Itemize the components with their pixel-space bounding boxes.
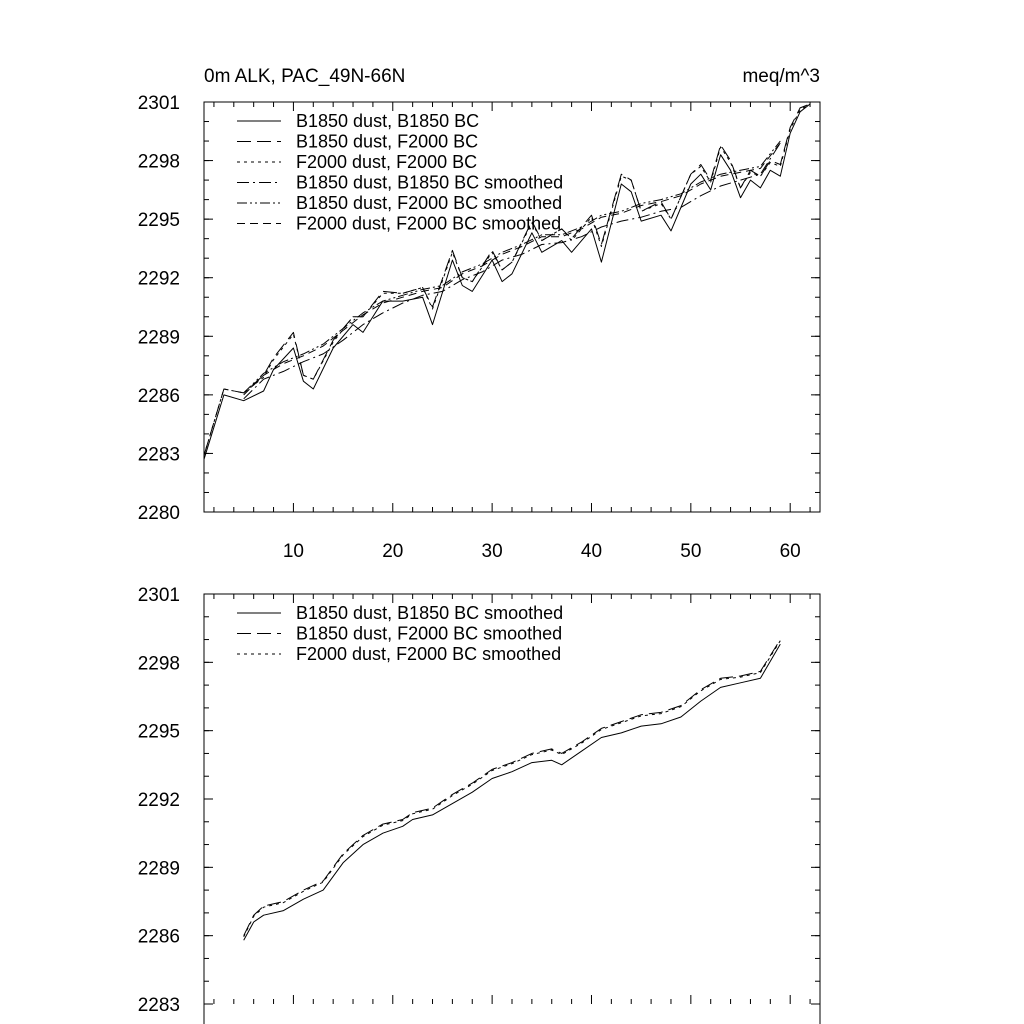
x-tick-label: 30 xyxy=(482,541,503,562)
top-panel-ticks: 2280 2283 2286 2289 2292 2295 2298 2301 10 20 30 40… xyxy=(138,93,820,562)
y-tick-label: 2289 xyxy=(138,327,180,348)
x-tick-label: 40 xyxy=(581,541,602,562)
legend-label-3: F2000 dust, F2000 BC xyxy=(296,152,477,172)
y-tick-label: 2280 xyxy=(138,503,180,524)
y-tick-label: 2301 xyxy=(138,93,180,114)
legend-label-4: B1850 dust, B1850 BC smoothed xyxy=(296,173,563,193)
series-line-4 xyxy=(243,142,781,400)
legend-label-2: B1850 dust, F2000 BC xyxy=(296,132,478,152)
bottom-panel-ticks: 2283 2286 2289 2292 2295 2298 2301 xyxy=(138,585,820,1016)
y-tick-label: 2292 xyxy=(138,790,180,811)
y-tick-label: 2283 xyxy=(138,444,180,465)
top-panel: 0m ALK, PAC_49N-66N meq/m^3 2280 2283 2286… xyxy=(138,66,821,562)
series-line-6 xyxy=(243,142,781,396)
y-tick-label: 2298 xyxy=(138,653,180,674)
top-panel-series xyxy=(203,103,811,460)
y-tick-label: 2289 xyxy=(138,858,180,879)
series-line-1 xyxy=(203,103,811,460)
top-panel-title: 0m ALK, PAC_49N-66N xyxy=(204,66,405,87)
y-tick-label: 2295 xyxy=(138,210,180,231)
y-tick-label: 2286 xyxy=(138,927,180,948)
series-line-5 xyxy=(243,140,781,394)
y-tick-label: 2298 xyxy=(138,152,180,173)
series-line-1 xyxy=(243,643,781,941)
y-tick-label: 2301 xyxy=(138,585,180,606)
y-tick-label: 2283 xyxy=(138,995,180,1016)
y-tick-label: 2286 xyxy=(138,386,180,407)
x-tick-label: 10 xyxy=(283,541,304,562)
legend-label-5: B1850 dust, F2000 BC smoothed xyxy=(296,193,562,213)
bottom-panel-series xyxy=(243,639,781,941)
x-tick-label: 20 xyxy=(382,541,403,562)
y-tick-label: 2295 xyxy=(138,722,180,743)
top-panel-units: meq/m^3 xyxy=(742,66,820,87)
legend-label-6: F2000 dust, F2000 BC smoothed xyxy=(296,214,561,234)
legend-label-1: B1850 dust, B1850 BC smoothed xyxy=(296,603,563,623)
bottom-panel-frame xyxy=(203,593,821,1024)
top-panel-frame xyxy=(203,101,821,513)
x-tick-label: 50 xyxy=(680,541,701,562)
y-tick-label: 2292 xyxy=(138,269,180,290)
series-line-2 xyxy=(203,103,811,456)
legend-label-1: B1850 dust, B1850 BC xyxy=(296,111,479,131)
bottom-panel: 2283 2286 2289 2292 2295 2298 2301 B1850 dust,… xyxy=(138,585,821,1024)
x-tick-label: 60 xyxy=(780,541,801,562)
legend-label-3: F2000 dust, F2000 BC smoothed xyxy=(296,644,561,664)
legend-label-2: B1850 dust, F2000 BC smoothed xyxy=(296,624,562,644)
